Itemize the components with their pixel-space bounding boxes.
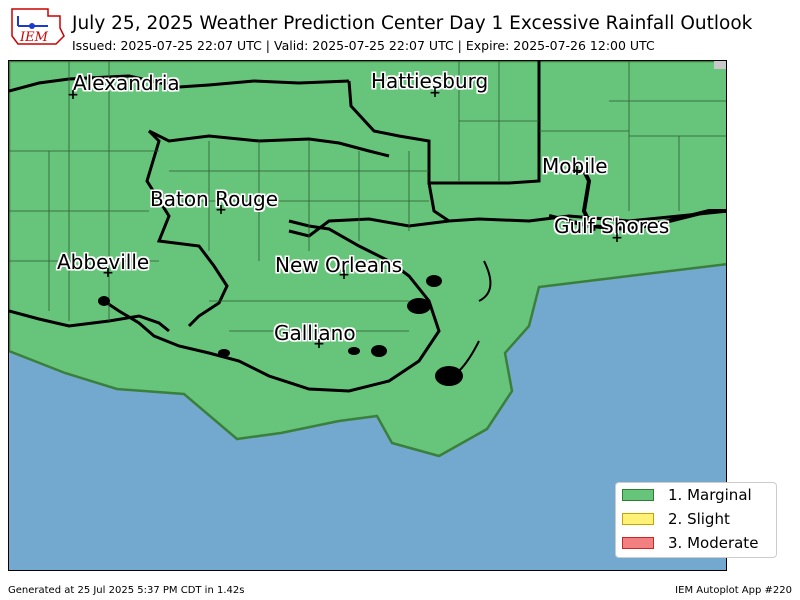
city-marker-abbeville: + [102, 265, 114, 281]
legend-label: 1. Marginal [668, 486, 752, 504]
city-marker-galliano: + [313, 336, 325, 352]
logo-text: IEM [19, 30, 49, 45]
iem-logo: IEM [8, 6, 66, 48]
city-label-gulf-shores: Gulf Shores [554, 214, 670, 238]
city-label-galliano: Galliano [274, 321, 356, 345]
map-panel[interactable]: Alexandria + Hattiesburg + Mobile + Bato… [8, 60, 727, 571]
city-marker-alexandria: + [67, 87, 79, 103]
map-subtitle: Issued: 2025-07-25 22:07 UTC | Valid: 20… [72, 38, 655, 53]
legend-swatch-moderate [622, 537, 654, 549]
city-label-new-orleans: New Orleans [275, 253, 403, 277]
generated-note: Generated at 25 Jul 2025 5:37 PM CDT in … [8, 585, 245, 596]
city-marker-baton-rouge: + [215, 202, 227, 218]
map-title: July 25, 2025 Weather Prediction Center … [72, 13, 753, 34]
legend-item-slight: 2. Slight [622, 509, 730, 529]
app-note: IEM Autoplot App #220 [675, 585, 792, 596]
map-canvas [9, 61, 726, 570]
city-marker-hattiesburg: + [429, 85, 441, 101]
legend-swatch-slight [622, 513, 654, 525]
city-label-abbeville: Abbeville [57, 250, 150, 274]
legend-item-moderate: 3. Moderate [622, 533, 758, 553]
city-label-alexandria: Alexandria [73, 71, 180, 95]
legend-label: 3. Moderate [668, 534, 759, 552]
legend-item-marginal: 1. Marginal [622, 485, 752, 505]
city-marker-mobile: + [571, 163, 583, 179]
city-label-mobile: Mobile [542, 154, 608, 178]
city-marker-gulf-shores: + [611, 230, 623, 246]
legend-swatch-marginal [622, 489, 654, 501]
legend: 1. Marginal 2. Slight 3. Moderate [615, 482, 777, 558]
city-label-hattiesburg: Hattiesburg [371, 69, 489, 93]
city-marker-new-orleans: + [338, 267, 350, 283]
legend-label: 2. Slight [668, 510, 730, 528]
city-label-baton-rouge: Baton Rouge [150, 187, 278, 211]
marginal-risk-area [9, 61, 726, 458]
